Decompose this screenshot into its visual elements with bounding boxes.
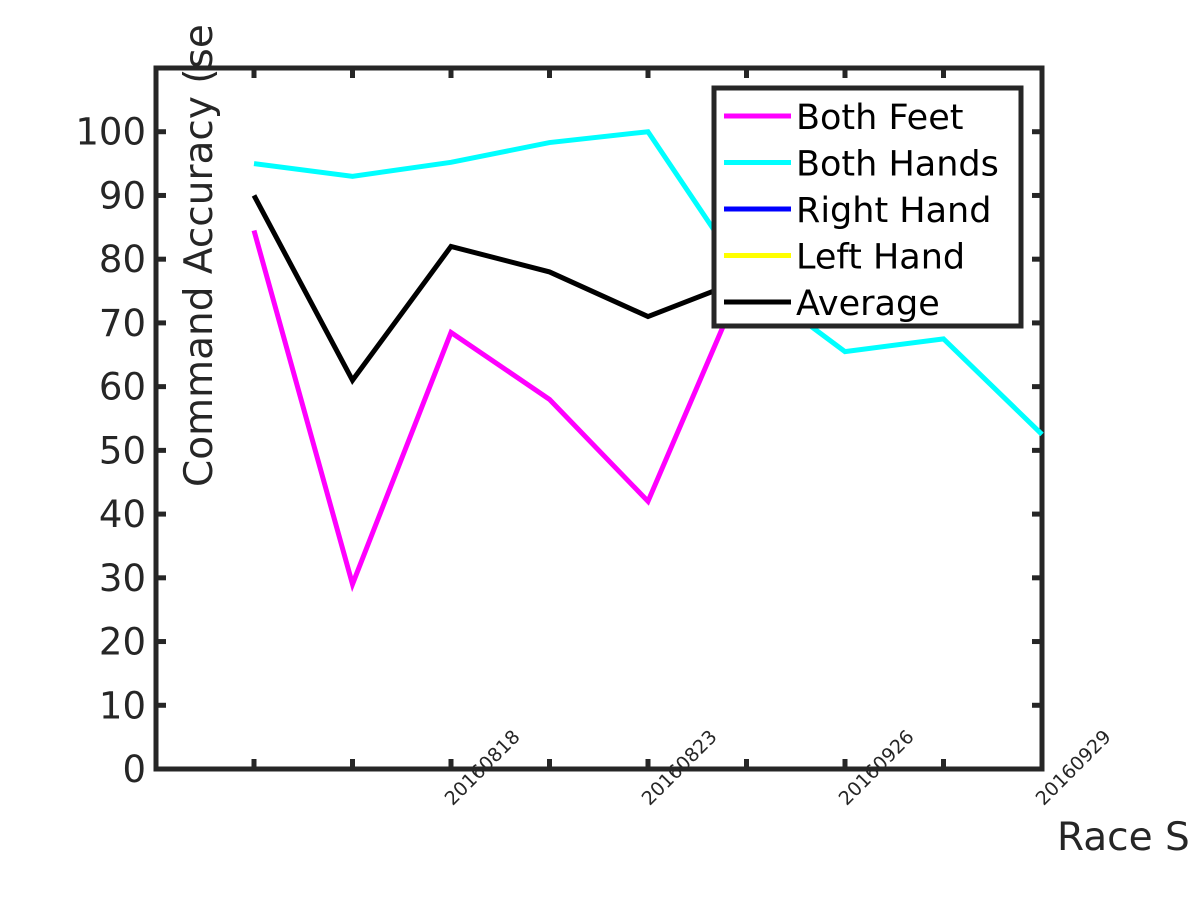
legend-label-left-hand: Left Hand xyxy=(796,238,965,278)
y-tick-label: 100 xyxy=(75,111,146,154)
y-tick-label: 80 xyxy=(99,238,146,281)
legend-label-average: Average xyxy=(796,284,940,324)
series-line-both-feet xyxy=(251,229,749,593)
y-tick-label: 30 xyxy=(99,557,146,600)
y-tick-label: 40 xyxy=(99,493,146,536)
legend-label-right-hand: Right Hand xyxy=(796,191,991,231)
y-tick-label: 70 xyxy=(99,302,146,345)
y-axis-label: Command Accuracy (se xyxy=(177,24,222,487)
plot-frame xyxy=(153,65,1045,772)
y-tick-label: 20 xyxy=(99,621,146,664)
series-line-both-hands xyxy=(253,129,1044,437)
series-line-average xyxy=(251,194,748,385)
legend-label-both-feet: Both Feet xyxy=(796,98,963,138)
legend-label-both-hands: Both Hands xyxy=(796,145,999,185)
x-axis-label: Race S xyxy=(1057,815,1190,860)
y-tick-label: 0 xyxy=(122,748,146,791)
y-tick-label: 60 xyxy=(99,366,146,409)
y-tick-label: 90 xyxy=(99,174,146,217)
y-tick-label: 50 xyxy=(99,429,146,472)
y-tick-label: 10 xyxy=(99,684,146,727)
